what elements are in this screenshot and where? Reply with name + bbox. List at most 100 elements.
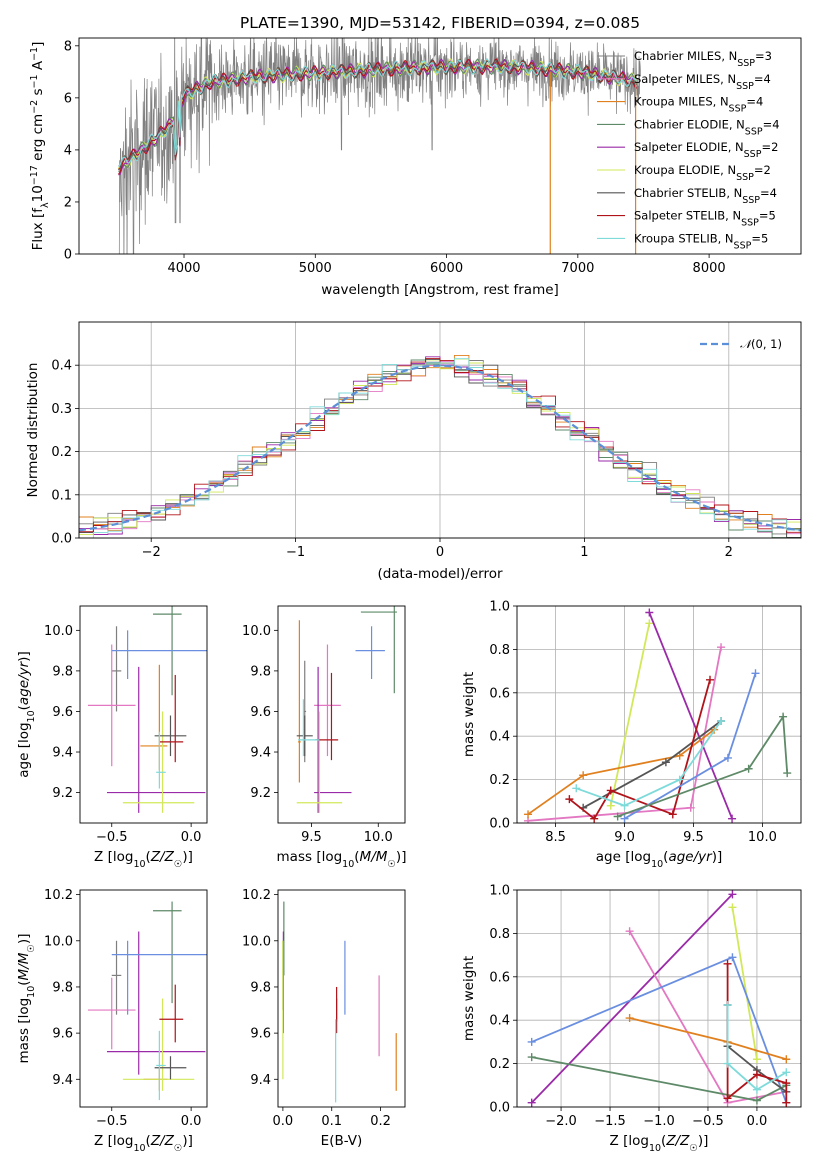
x-axis-label: Z [log10(Z/Z☉)]	[610, 1133, 709, 1154]
errorbar-point	[298, 620, 301, 783]
x-axis-label: (data-model)/error	[377, 566, 503, 582]
x-tick-label: 0.1	[321, 1114, 342, 1129]
weight-series-marker	[723, 753, 732, 762]
x-tick-label: −0.5	[692, 1114, 724, 1129]
weight-series-marker	[527, 1037, 536, 1046]
errorbar-point	[106, 666, 206, 813]
y-axis-label: age [log10(age/yr)]	[16, 651, 37, 777]
x-tick-label: 10.0	[364, 830, 393, 845]
y-tick-label: 8	[64, 39, 72, 54]
y-tick-label: 0.6	[489, 970, 510, 985]
y-axis-label: Normed distribution	[25, 363, 41, 498]
x-tick-label: 2	[725, 545, 733, 560]
weight-series-line	[617, 714, 789, 818]
x-tick-label: −1.0	[643, 1114, 675, 1129]
x-tick-label: 5000	[299, 261, 332, 276]
y-axis-label: Flux [fλ10−17 erg cm−2 s−1 A−1]	[29, 42, 51, 251]
y-axis-label: mass weight	[461, 672, 477, 757]
axes-frame	[78, 321, 802, 539]
errorbar-point	[355, 626, 385, 680]
weight-series-marker	[782, 1055, 791, 1064]
x-tick-label: −2.0	[545, 1114, 577, 1129]
x-tick-label: 9.5	[301, 830, 322, 845]
weight-series-marker	[782, 1068, 791, 1077]
errorbar-point	[296, 711, 343, 813]
x-axis-label: Z [log10(Z/Z☉)]	[94, 849, 193, 870]
y-tick-label: 0.0	[489, 1101, 510, 1116]
panel-age_vs_mass: 9.5 10.0 9.2 9.4 9.6 9.8 10.0 mass [log10(M/M☉)…	[242, 605, 407, 870]
legend-entry: Kroupa ELODIE, NSSP=2	[634, 163, 771, 183]
axes-frame	[277, 605, 406, 824]
panel-spectrum: 4000 5000 6000 7000 8000 0 2 4 6 8 wavelength [Ang…	[29, 37, 802, 298]
panel-mass_vs_EBV: 0.0 0.1 0.2 9.4 9.6 9.8 10.0 10.2 E(B-V)	[242, 888, 406, 1149]
errorbar-point	[159, 984, 184, 1043]
plot-area	[524, 608, 792, 823]
weight-series-marker	[751, 669, 760, 678]
weight-series-marker	[565, 795, 574, 804]
y-tick-label: 0.6	[489, 686, 510, 701]
axes-frame	[277, 889, 406, 1108]
y-tick-label: 10.2	[44, 888, 73, 903]
weight-series-marker	[752, 1055, 761, 1064]
weight-series-marker	[620, 814, 629, 823]
weight-series-marker	[572, 784, 581, 793]
legend-entry: Salpeter ELODIE, NSSP=2	[634, 140, 778, 160]
histogram-series	[79, 358, 801, 538]
x-tick-label: 4000	[167, 261, 200, 276]
x-tick-label: 9.0	[614, 830, 635, 845]
weight-series-line	[726, 1005, 787, 1091]
x-tick-label: 0	[436, 545, 444, 560]
legend-entry: Chabrier STELIB, NSSP=4	[634, 186, 777, 206]
y-tick-label: 9.4	[250, 746, 271, 761]
weight-series-marker	[675, 775, 684, 784]
axes-frame	[516, 889, 802, 1108]
observed-spectrum-line	[118, 38, 641, 254]
y-tick-label: 9.2	[52, 786, 73, 801]
weight-series-marker	[645, 608, 654, 617]
plot-area	[79, 354, 801, 538]
weight-series-marker	[723, 1001, 732, 1010]
x-tick-label: 0.0	[181, 830, 202, 845]
x-tick-label: 0.0	[273, 1114, 294, 1129]
x-axis-label: E(B-V)	[321, 1133, 363, 1149]
axes-frame	[516, 605, 802, 824]
weight-series-marker	[613, 812, 622, 821]
y-tick-label: 10.0	[44, 624, 73, 639]
y-tick-label: 9.4	[250, 1073, 271, 1088]
weight-series-marker	[645, 619, 654, 628]
y-tick-label: 10.0	[44, 934, 73, 949]
x-axis-label: mass [log10(M/M☉)]	[277, 849, 407, 870]
x-tick-label: 0.0	[181, 1114, 202, 1129]
errorbar-point	[122, 711, 195, 813]
errorbar-point	[111, 940, 207, 1015]
errorbar-point	[315, 672, 339, 761]
errorbar-point	[296, 715, 313, 757]
weight-series-marker	[717, 717, 726, 726]
page-title: PLATE=1390, MJD=53142, FIBERID=0394, z=0…	[240, 14, 640, 32]
weight-series-marker	[728, 903, 737, 912]
errorbar-point	[87, 644, 136, 767]
weight-series-line	[575, 720, 722, 807]
weight-series-marker	[752, 1096, 761, 1105]
weight-series-line	[582, 720, 722, 809]
legend-entry: Chabrier MILES, NSSP=3	[634, 49, 772, 69]
plot-area	[117, 38, 641, 254]
y-tick-label: 10.0	[242, 934, 271, 949]
errorbar-point	[156, 1030, 166, 1101]
x-axis-label: age [log10(age/yr)]	[596, 849, 722, 870]
weight-series-line	[531, 893, 734, 1104]
plot-area	[282, 901, 397, 1103]
y-tick-label: 0.0	[51, 532, 72, 547]
weight-series-marker	[779, 712, 788, 721]
y-tick-label: 9.8	[250, 664, 271, 679]
weight-series-marker	[706, 675, 715, 684]
axes-frame	[79, 605, 208, 824]
x-tick-label: 0.0	[747, 1114, 768, 1129]
y-tick-label: 0.2	[51, 445, 72, 460]
x-tick-label: 8000	[693, 261, 726, 276]
errorbar-point	[122, 998, 195, 1091]
y-tick-label: 0.1	[51, 488, 72, 503]
weight-series-marker	[717, 643, 726, 652]
weight-series-marker	[723, 1059, 732, 1068]
x-tick-label: −0.5	[96, 830, 128, 845]
